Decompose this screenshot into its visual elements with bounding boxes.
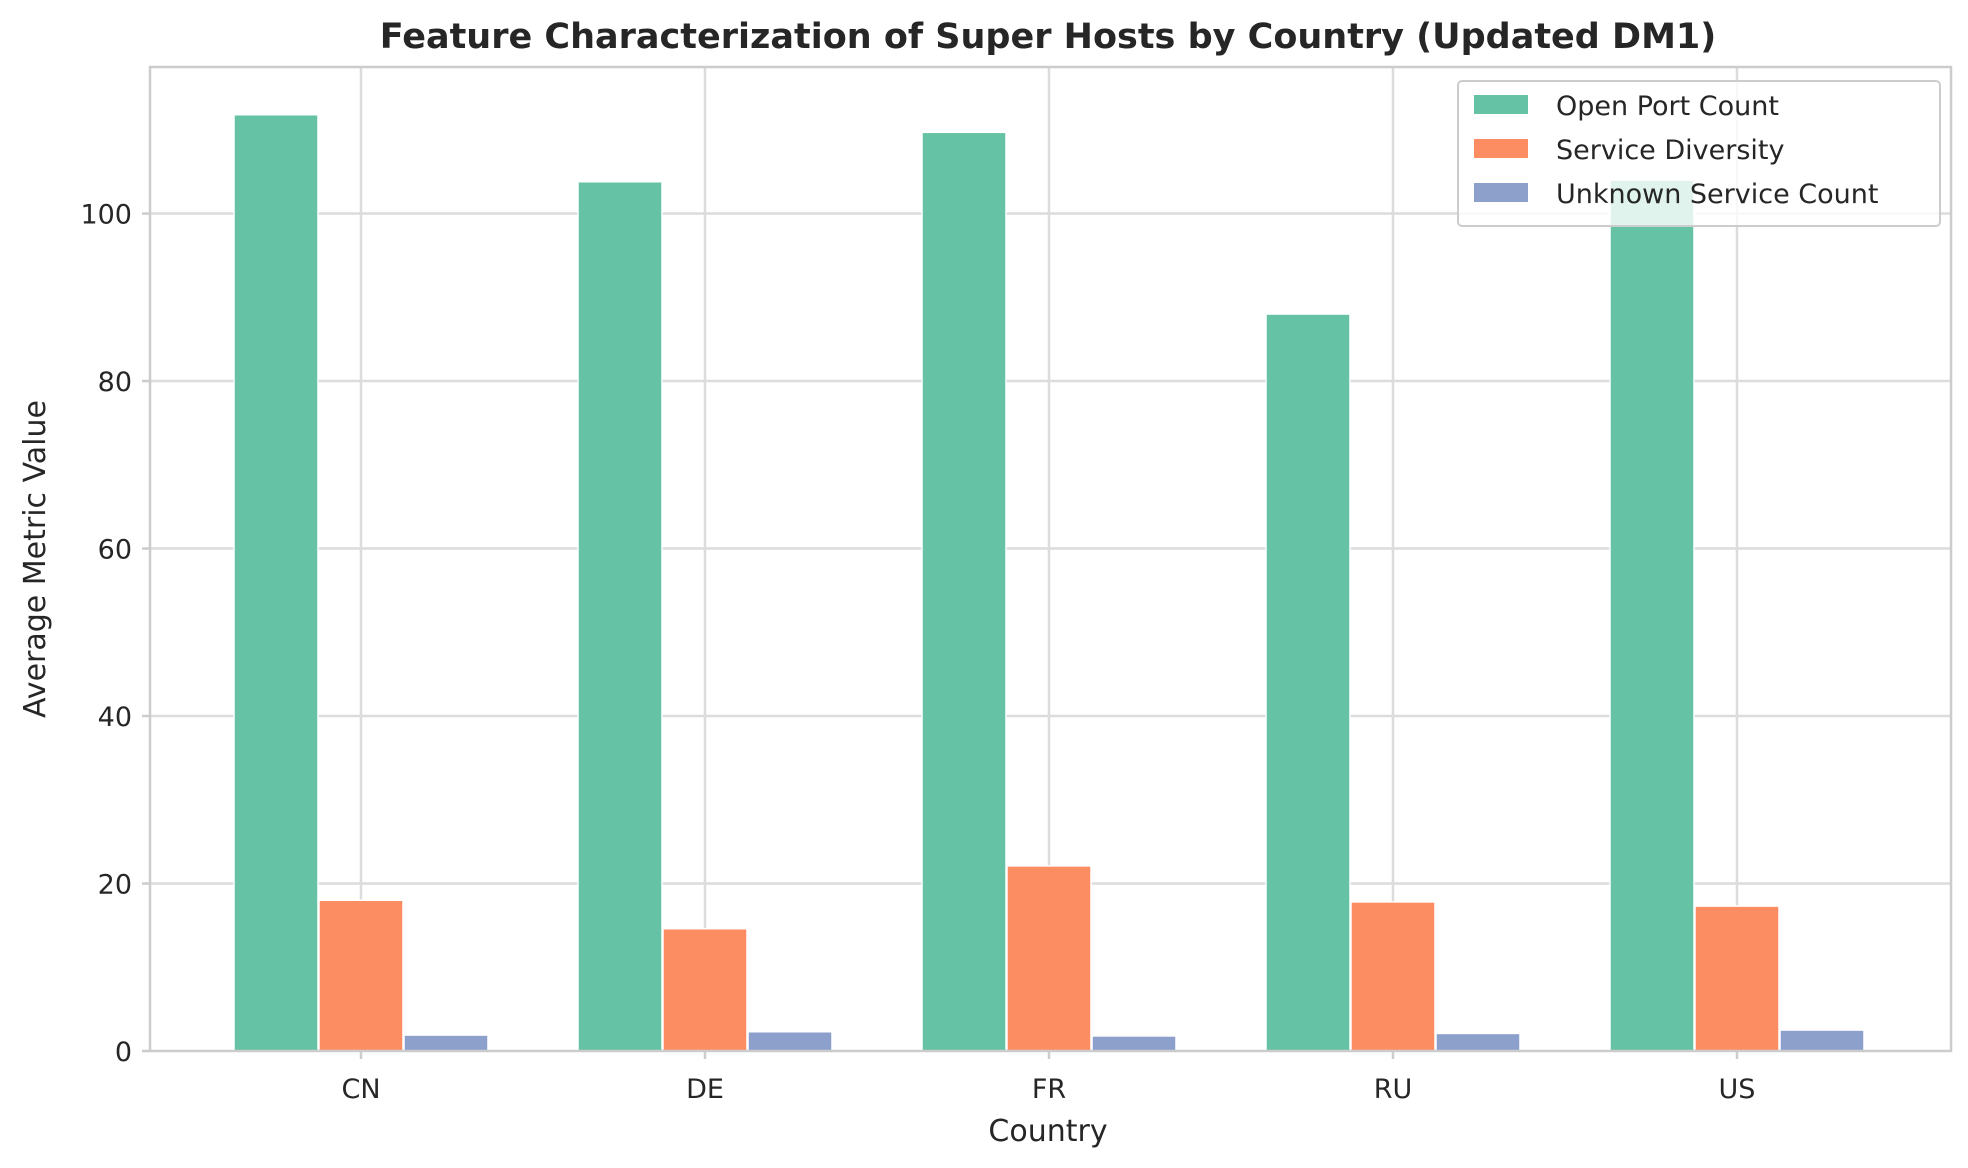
bar-unknown-service-count-us bbox=[1779, 1029, 1865, 1052]
y-tick-label: 80 bbox=[98, 367, 132, 398]
bar-unknown-service-count-cn bbox=[403, 1034, 489, 1052]
axes-frame bbox=[148, 65, 1953, 1053]
bar-unknown-service-count-ru bbox=[1435, 1032, 1521, 1052]
bar-open-port-count-ru bbox=[1265, 313, 1351, 1052]
legend-swatch-service-diversity bbox=[1474, 139, 1528, 158]
bar-service-diversity-ru bbox=[1350, 901, 1436, 1052]
bar-open-port-count-us bbox=[1609, 179, 1695, 1052]
bar-open-port-count-fr bbox=[921, 131, 1007, 1052]
legend-box bbox=[1457, 80, 1941, 227]
bars bbox=[233, 113, 1865, 1052]
legend: Open Port Count Service Diversity Unknown … bbox=[1457, 80, 1941, 227]
bar-service-diversity-cn bbox=[318, 899, 404, 1052]
x-axis-label: Country bbox=[988, 1114, 1107, 1149]
bar-unknown-service-count-fr bbox=[1091, 1035, 1177, 1052]
chart-title: Feature Characterization of Super Hosts … bbox=[380, 17, 1717, 57]
legend-swatch-open-port-count bbox=[1474, 95, 1528, 114]
legend-swatch-unknown-service-count bbox=[1474, 183, 1528, 202]
grid bbox=[150, 67, 1951, 1051]
legend-label-open-port-count: Open Port Count bbox=[1556, 91, 1779, 122]
y-axis-label: Average Metric Value bbox=[18, 400, 53, 718]
x-tick-label: DE bbox=[686, 1074, 724, 1105]
y-tick-label: 0 bbox=[115, 1037, 132, 1068]
y-tick-label: 60 bbox=[98, 535, 132, 566]
bar-open-port-count-cn bbox=[233, 113, 319, 1052]
y-tick-label: 20 bbox=[98, 870, 132, 901]
legend-label-service-diversity: Service Diversity bbox=[1556, 135, 1785, 166]
x-tick-label: FR bbox=[1032, 1074, 1066, 1105]
x-tick-label: CN bbox=[341, 1074, 380, 1105]
bar-service-diversity-fr bbox=[1006, 865, 1092, 1052]
legend-label-unknown-service-count: Unknown Service Count bbox=[1556, 179, 1878, 210]
y-tick-label: 100 bbox=[80, 200, 132, 231]
bar-service-diversity-us bbox=[1694, 905, 1780, 1052]
bar-open-port-count-de bbox=[577, 180, 663, 1052]
bar-unknown-service-count-de bbox=[747, 1030, 833, 1052]
x-tick-label: US bbox=[1719, 1074, 1756, 1105]
y-tick-label: 40 bbox=[98, 702, 132, 733]
x-tick-label: RU bbox=[1374, 1074, 1413, 1105]
bar-service-diversity-de bbox=[662, 927, 748, 1052]
axis-ticks: 0 20 40 60 80 100 CN DE FR RU US bbox=[80, 200, 1755, 1105]
